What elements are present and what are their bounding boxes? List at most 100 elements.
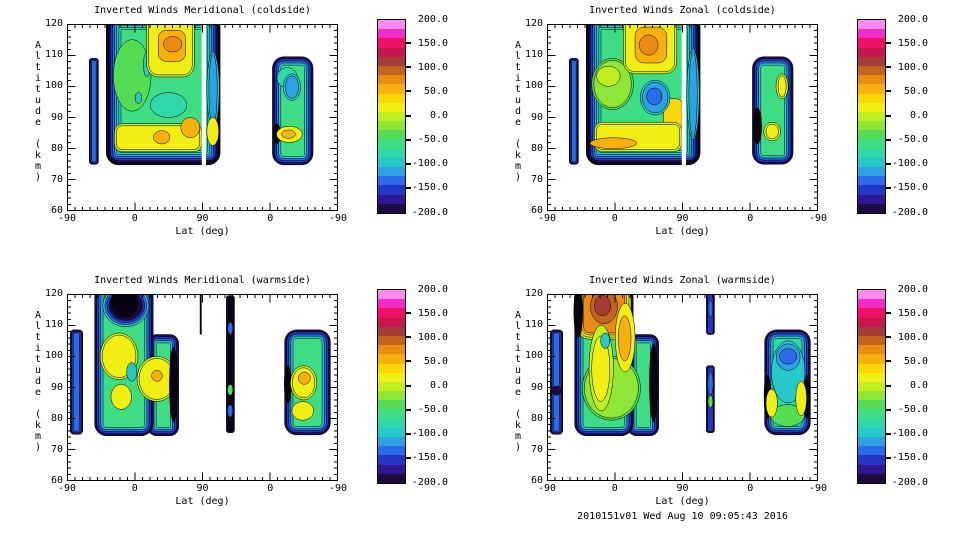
- y-tick-label: 60: [530, 475, 543, 486]
- contour-region: [596, 65, 621, 87]
- colorbar-band: [858, 308, 885, 318]
- colorbar-band: [378, 56, 405, 66]
- colorbar-band: [378, 418, 405, 428]
- contour-plot: [67, 294, 338, 481]
- x-axis-label: Lat (deg): [175, 496, 230, 507]
- colorbar-band: [378, 38, 405, 48]
- x-tick-label: 0: [747, 483, 754, 494]
- contour-region: [153, 130, 171, 145]
- x-tick-label: -90: [57, 213, 77, 224]
- panel-title: Inverted Winds Meridional (coldside): [94, 5, 311, 16]
- colorbar-tick-label: -200.0: [891, 476, 928, 488]
- colorbar-band: [378, 203, 405, 213]
- contour-region: [681, 25, 687, 168]
- colorbar-band: [858, 130, 885, 140]
- footer-timestamp: 2010151v01 Wed Aug 10 09:05:43 2016: [577, 511, 788, 522]
- colorbar-tick: [885, 312, 891, 315]
- x-tick-label: -90: [57, 483, 77, 494]
- colorbar-band: [858, 363, 885, 373]
- colorbar-band: [858, 326, 885, 336]
- y-tick-label: 90: [50, 381, 63, 393]
- colorbar-tick: [405, 312, 411, 315]
- colorbar-tick: [885, 162, 891, 165]
- panel-inverted-winds-zonal-coldside: Inverted Winds Zonal (coldside) -90 0 90 0 -9…: [480, 0, 960, 270]
- colorbar-band: [858, 317, 885, 327]
- colorbar-band: [858, 290, 885, 300]
- colorbar-tick-label: 50.0: [903, 85, 928, 97]
- y-tick-label: 60: [50, 205, 63, 216]
- contour-region: [227, 404, 234, 418]
- colorbar-band: [858, 464, 885, 474]
- x-tick-label: 90: [676, 213, 689, 224]
- x-tick-label: 0: [611, 213, 618, 224]
- colorbar-band: [378, 111, 405, 122]
- contour-plot: [547, 294, 818, 481]
- colorbar-band: [858, 47, 885, 57]
- colorbar-band: [378, 130, 405, 140]
- contour-shapes: [88, 25, 314, 168]
- colorbar-tick: [885, 360, 891, 363]
- colorbar-band: [378, 176, 405, 186]
- contour-region: [591, 335, 611, 402]
- colorbar-tick-label: -50.0: [417, 404, 448, 416]
- colorbar-band: [858, 194, 885, 204]
- contour-region: [551, 385, 562, 396]
- colorbar-tick-label: 0.0: [429, 380, 448, 391]
- colorbar-tick: [405, 90, 411, 93]
- colorbar-tick-label: 100.0: [417, 61, 448, 73]
- y-tick-label: 110: [44, 49, 63, 61]
- colorbar-tick-label: 50.0: [423, 85, 448, 97]
- contour-region: [199, 295, 202, 335]
- y-tick-label: 90: [530, 111, 543, 123]
- colorbar-band: [378, 167, 405, 177]
- contour-region: [763, 121, 781, 142]
- contour-region: [618, 315, 632, 362]
- colorbar-tick: [885, 66, 891, 69]
- contour-plot: [547, 24, 818, 211]
- contour-region: [752, 107, 762, 145]
- y-tick-label: 120: [524, 18, 543, 29]
- colorbar-band: [858, 102, 885, 112]
- colorbar-band: [378, 409, 405, 419]
- colorbar-band: [858, 65, 885, 76]
- y-axis-label: A l t i t u d e ( k m ): [514, 310, 522, 453]
- colorbar-tick-label: -50.0: [417, 134, 448, 146]
- x-tick-label: 0: [131, 483, 138, 494]
- colorbar-band: [378, 47, 405, 57]
- colorbar-tick: [885, 42, 891, 45]
- colorbar-band: [858, 84, 885, 94]
- y-tick-label: 120: [524, 288, 543, 299]
- panel-title: Inverted Winds Meridional (warmside): [94, 275, 311, 286]
- colorbar-tick: [405, 42, 411, 45]
- axes-frame-and-ticks: [547, 24, 818, 211]
- x-tick-label: 90: [676, 483, 689, 494]
- colorbar-band: [378, 354, 405, 364]
- contour-region: [126, 362, 138, 382]
- y-tick-label: 80: [50, 412, 63, 424]
- colorbar-band: [858, 437, 885, 447]
- y-tick-label: 120: [44, 288, 63, 299]
- colorbar-tick-label: 200.0: [417, 13, 448, 25]
- panel-inverted-winds-meridional-coldside: Inverted Winds Meridional (coldside) -90 0…: [0, 0, 480, 270]
- colorbar-band: [378, 29, 405, 39]
- y-tick-label: 120: [44, 18, 63, 29]
- contour-region: [149, 92, 188, 118]
- colorbar-band: [858, 391, 885, 401]
- colorbar-tick-label: -150.0: [891, 182, 928, 194]
- x-tick-label: -90: [328, 483, 348, 494]
- colorbar-band: [378, 308, 405, 318]
- colorbar-tick: [405, 114, 411, 117]
- contour-region: [779, 348, 798, 365]
- colorbar-tick: [885, 408, 891, 411]
- contour-region: [627, 334, 659, 437]
- colorbar-tick-label: 100.0: [417, 331, 448, 343]
- colorbar-tick-label: -200.0: [411, 206, 448, 218]
- colorbar-tick: [405, 360, 411, 363]
- colorbar-tick: [885, 90, 891, 93]
- y-tick-label: 90: [530, 381, 543, 393]
- colorbar-band: [858, 446, 885, 456]
- x-tick-label: 0: [267, 483, 274, 494]
- colorbar-tick-label: -150.0: [411, 452, 448, 464]
- colorbar-band: [378, 427, 405, 437]
